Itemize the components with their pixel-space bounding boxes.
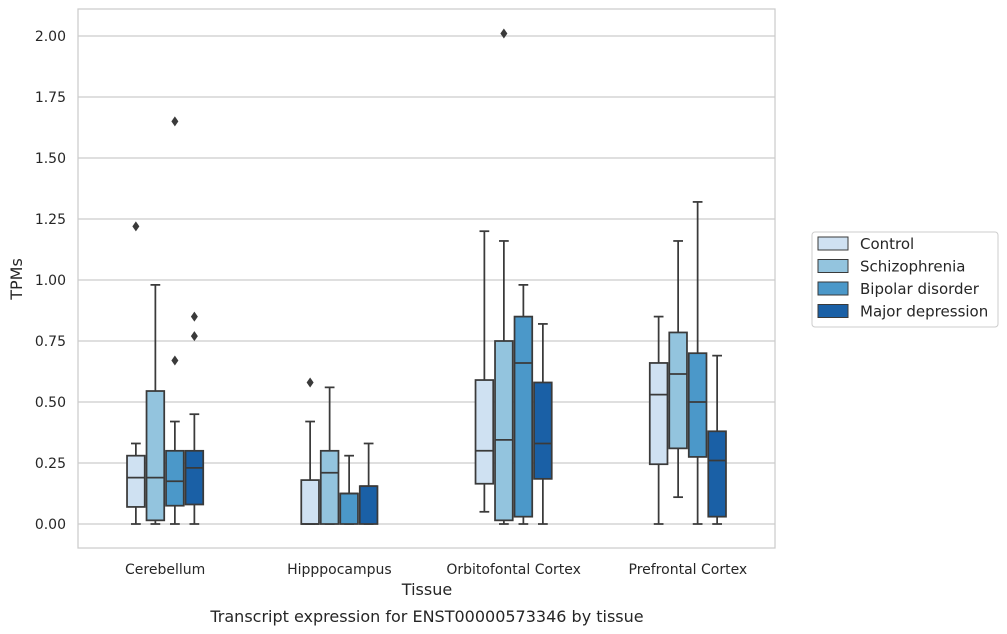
figure-caption: Transcript expression for ENST0000057334… [209, 607, 643, 626]
y-tick-label: 0.50 [35, 395, 66, 411]
box-3-2 [687, 201, 708, 525]
box-body [494, 340, 514, 522]
y-tick-label: 1.25 [35, 212, 66, 228]
outlier-point [306, 377, 314, 388]
box-body [300, 479, 320, 525]
legend-label: Schizophrenia [860, 258, 965, 276]
legend-swatch [817, 236, 849, 251]
box-body [184, 449, 205, 506]
box-2-0 [474, 230, 495, 513]
box-body [165, 449, 185, 507]
box-1-2 [339, 454, 359, 525]
y-tick-label: 1.00 [35, 273, 66, 289]
box-1-1 [319, 386, 340, 525]
box-2-2 [513, 284, 534, 525]
y-tick-label: 0.25 [35, 456, 66, 472]
box-body [474, 379, 495, 485]
x-tick-label: Hipppocampus [287, 562, 392, 578]
y-tick-label: 1.50 [35, 151, 66, 167]
box-0-1 [145, 284, 166, 525]
y-tick-label: 2.00 [35, 29, 66, 45]
legend-label: Bipolar disorder [860, 280, 980, 298]
y-axis-label: TPMs [7, 258, 26, 301]
legend-swatch [817, 259, 849, 273]
box-body [126, 454, 146, 508]
legend-label: Control [860, 235, 914, 253]
box-body [533, 381, 553, 480]
box-body [319, 449, 340, 525]
outlier-point [171, 355, 179, 366]
y-tick-label: 0.75 [35, 334, 66, 350]
box-3-3 [707, 354, 727, 525]
box-0-2 [165, 116, 185, 525]
box-body [513, 315, 534, 518]
box-body [668, 331, 688, 450]
x-tick-label: Orbitofontal Cortex [446, 562, 581, 578]
box-3-0 [648, 315, 669, 525]
box-2-3 [533, 323, 553, 525]
legend-swatch [817, 304, 849, 318]
x-tick-label: Cerebellum [125, 562, 205, 578]
box-0-3 [184, 311, 205, 525]
box-body [707, 430, 727, 518]
box-2-1 [494, 28, 514, 525]
x-axis-label: Tissue [401, 580, 452, 599]
box-1-0 [300, 377, 320, 525]
y-tick-label: 1.75 [35, 90, 66, 106]
box-body [648, 362, 669, 466]
box-1-3 [358, 442, 379, 525]
x-tick-labels: Cerebellum Hipppocampus Orbitofontal Corte… [125, 562, 747, 578]
outlier-point [190, 311, 198, 322]
box-3-1 [668, 240, 688, 499]
legend-swatch [817, 281, 849, 296]
box-body [145, 390, 166, 522]
box-body [687, 352, 708, 458]
x-tick-label: Prefrontal Cortex [629, 562, 748, 578]
legend-box [811, 231, 999, 328]
outlier-point [132, 221, 140, 232]
box-body [339, 492, 359, 525]
legend-label: Major depression [860, 303, 988, 321]
plot-frame [77, 8, 776, 549]
y-tick-labels: 0.00 0.25 0.50 0.75 1.00 1.25 1.50 1.75 2.00 [35, 29, 66, 533]
outlier-point [190, 331, 198, 342]
box-0-0 [126, 221, 146, 525]
legend: Control Schizophrenia Bipolar disorder Majo… [811, 231, 999, 328]
outlier-point [500, 28, 508, 39]
box-body [358, 485, 379, 525]
y-tick-label: 0.00 [35, 517, 66, 533]
outlier-point [171, 116, 179, 127]
box-plot-series [126, 28, 727, 525]
